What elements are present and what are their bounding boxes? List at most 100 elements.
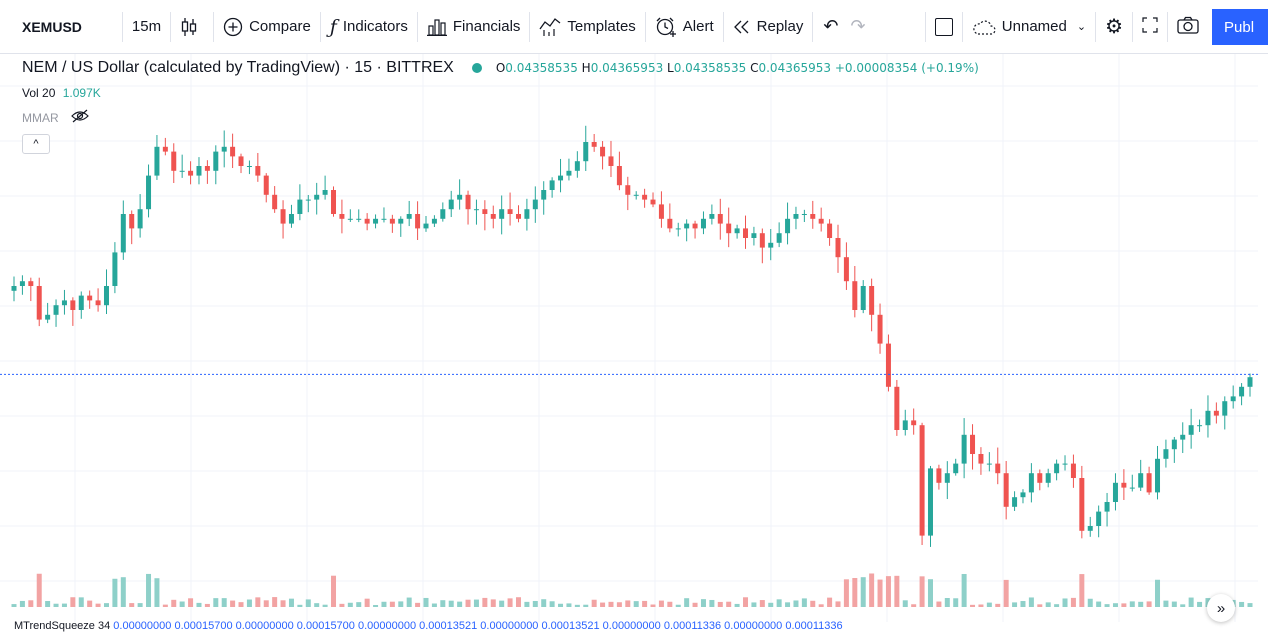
indicator-pane-legend: MTrendSqueeze 34 0.00000000 0.00015700 0… (14, 620, 1254, 632)
compare-button[interactable]: Compare (214, 0, 320, 54)
volume-bar (406, 597, 412, 607)
candle-body (213, 151, 219, 171)
candle-body (574, 161, 580, 171)
financials-button[interactable]: Financials (418, 0, 530, 54)
volume-bar (331, 575, 337, 607)
volume-bar (1163, 600, 1169, 607)
volume-bar (179, 601, 185, 607)
price-chart[interactable] (0, 54, 1258, 622)
candle-body (995, 463, 1001, 474)
volume-bar (1037, 604, 1043, 607)
volume-bar (415, 602, 421, 607)
layout-name-button[interactable]: Unnamed ⌄ (963, 0, 1095, 54)
indicators-button[interactable]: ƒ Indicators (321, 0, 417, 54)
candle-body (61, 300, 67, 306)
volume-bar (583, 604, 589, 607)
candle-body (860, 286, 866, 310)
volume-bar (970, 604, 976, 607)
volume-bar (541, 599, 547, 607)
undo-button[interactable]: ↶ (813, 0, 844, 54)
candle-body (625, 185, 631, 195)
candle-body (524, 209, 530, 219)
volume-bar (381, 601, 387, 607)
volume-bar (1079, 574, 1085, 607)
candle-body (726, 223, 732, 234)
candle-body (1239, 386, 1245, 397)
fullscreen-button[interactable] (1133, 0, 1167, 54)
toolbar-divider (924, 11, 926, 42)
candle-body (70, 300, 76, 310)
symbol-search-button[interactable]: XEMUSD (0, 0, 122, 54)
candle-body (1247, 377, 1253, 387)
candle-body (19, 281, 25, 286)
toolbar-divider (121, 11, 123, 42)
volume-label: Vol 20 (22, 86, 56, 100)
snapshot-button[interactable] (1168, 0, 1208, 54)
volume-bar (70, 597, 76, 607)
scroll-to-realtime-button[interactable]: » (1207, 594, 1235, 622)
cloud-icon (972, 19, 996, 35)
volume-bar (734, 603, 740, 607)
chevron-up-icon: ^ (33, 138, 39, 150)
volume-bar (87, 600, 93, 607)
redo-button[interactable]: ↷ (844, 0, 875, 54)
candle-body (120, 214, 126, 253)
collapse-legend-button[interactable]: ^ (22, 134, 50, 154)
change-value: +0.00008354 (+0.19%) (834, 61, 979, 75)
replay-button[interactable]: Replay (724, 0, 813, 54)
volume-bar (272, 597, 278, 607)
volume-bar (675, 604, 681, 607)
volume-bar (288, 598, 294, 607)
candle-body (608, 156, 614, 166)
toolbar-divider (961, 11, 963, 42)
volume-bar (625, 600, 631, 607)
candle-body (818, 218, 824, 224)
candle-body (1155, 458, 1161, 493)
candle-body (566, 170, 572, 176)
volume-bar (162, 604, 168, 607)
alert-button[interactable]: Alert (646, 0, 723, 54)
gear-icon: ⚙ (1105, 16, 1123, 38)
volume-bar (36, 573, 42, 607)
volume-bar (1188, 597, 1194, 607)
volume-bar (759, 600, 765, 607)
candle-body (339, 214, 345, 219)
publish-button[interactable]: Publ (1212, 9, 1268, 45)
chart-type-button[interactable] (171, 0, 213, 54)
eye-off-icon[interactable] (70, 109, 89, 126)
candle-body (667, 218, 673, 229)
candle-body (734, 228, 740, 234)
settings-button[interactable]: ⚙ (1096, 0, 1132, 54)
toolbar-divider (319, 11, 321, 42)
volume-bar (1020, 601, 1026, 607)
volume-bar (961, 573, 967, 607)
candle-body (28, 281, 34, 286)
alert-label: Alert (682, 18, 714, 35)
toolbar-divider (1095, 11, 1097, 42)
volume-bar (726, 601, 732, 607)
fullscreen-layout-toggle[interactable] (926, 0, 962, 54)
candle-body (406, 214, 412, 219)
volume-bar (1247, 603, 1253, 607)
volume-bar (776, 599, 782, 607)
candle-body (902, 420, 908, 430)
candle-body (936, 468, 942, 483)
toolbar-divider (170, 11, 172, 42)
volume-bar (146, 573, 152, 607)
volume-bar (793, 600, 799, 607)
candle-body (356, 218, 362, 220)
candle-body (112, 252, 118, 286)
toolbar-divider (213, 11, 215, 42)
volume-bar (852, 578, 858, 607)
toolbar-divider (416, 11, 418, 42)
volume-bar (440, 600, 446, 607)
volume-bar (490, 599, 496, 607)
volume-bar (19, 600, 25, 607)
volume-bar (600, 602, 606, 607)
volume-bar (843, 579, 849, 607)
templates-button[interactable]: Templates (530, 0, 644, 54)
open-value: 0.04358535 (505, 61, 578, 75)
interval-button[interactable]: 15m (123, 0, 170, 54)
candle-body (709, 214, 715, 219)
volume-bar (473, 599, 479, 607)
